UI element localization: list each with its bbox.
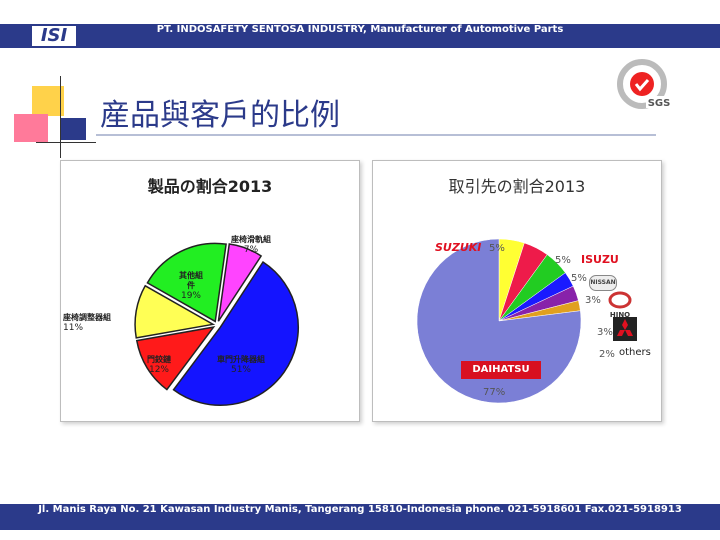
- pct-label-mitsubishi: 3%: [597, 327, 613, 338]
- isuzu-logo: ISUZU: [581, 253, 619, 266]
- suzuki-logo: SUZUKI: [435, 241, 482, 254]
- mitsubishi-logo-icon: [613, 317, 637, 341]
- slice-label-other: 其他組件 19%: [179, 271, 203, 301]
- pie-slice-座椅滑軌組: [217, 243, 263, 322]
- company-logo: ISI: [30, 24, 78, 48]
- sgs-label-bg: [646, 96, 672, 108]
- slice-label-window-regulator: 車門升降器組 51%: [217, 355, 265, 375]
- product-chart-title: 製品の割合2013: [147, 177, 273, 196]
- customer-ratio-panel: 取引先の割合2013 SUZUKI 5% 5% ISUZU 5% NISSAN …: [372, 160, 662, 422]
- decor-line-vertical: [60, 76, 61, 158]
- footer-address: Jl. Manis Raya No. 21 Kawasan Industry M…: [0, 504, 720, 530]
- pct-label-daihatsu: 77%: [483, 387, 506, 398]
- customer-chart-title: 取引先の割合2013: [448, 177, 586, 196]
- check-icon: [634, 79, 650, 92]
- pct-label-suzuki: 5%: [489, 243, 505, 254]
- slice-label-seat-adjuster: 座椅調整器組 11%: [63, 313, 111, 333]
- pie-slice-其他組件: [146, 242, 227, 323]
- sgs-certification-logo: SGS: [617, 59, 672, 109]
- nissan-logo: NISSAN: [589, 275, 617, 291]
- hino-logo: HINO: [605, 291, 635, 319]
- pct-label-nissan: 5%: [571, 273, 587, 284]
- decor-square-blue: [60, 118, 86, 140]
- pct-label-isuzu: 5%: [555, 255, 571, 266]
- daihatsu-logo: DAIHATSU: [461, 361, 541, 379]
- pie-slice-車門升降器組: [172, 260, 299, 407]
- product-pie-chart: [134, 242, 299, 407]
- slice-label-seat-slide: 座椅滑軌組 7%: [231, 235, 271, 255]
- others-label: others: [619, 347, 651, 358]
- header-bar: ISI PT. INDOSAFETY SENTOSA INDUSTRY, Man…: [0, 24, 720, 48]
- pie-slice-座椅調整器組: [134, 284, 216, 339]
- decor-square-red: [14, 114, 48, 142]
- sgs-label: SGS: [648, 98, 671, 109]
- pct-label-hino: 3%: [585, 295, 601, 306]
- sgs-ring: [617, 59, 667, 109]
- pct-label-others: 2%: [599, 349, 615, 360]
- slice-label-door-hinge: 門鉸鏈 12%: [147, 355, 171, 375]
- sgs-center-disc: [630, 72, 654, 96]
- pie-slice-門鉸鏈: [135, 326, 216, 391]
- decor-square-yellow: [32, 86, 64, 116]
- product-ratio-panel: 製品の割合2013 座椅滑軌組 7% 其他組件 19% 座椅調整器組 11% 門…: [60, 160, 360, 422]
- hino-emblem-icon: [608, 291, 632, 309]
- decor-line-horizontal: [36, 142, 96, 143]
- title-underline: [96, 134, 656, 136]
- company-name: PT. INDOSAFETY SENTOSA INDUSTRY, Manufac…: [156, 24, 564, 35]
- slide-title: 産品與客戶的比例: [100, 98, 340, 133]
